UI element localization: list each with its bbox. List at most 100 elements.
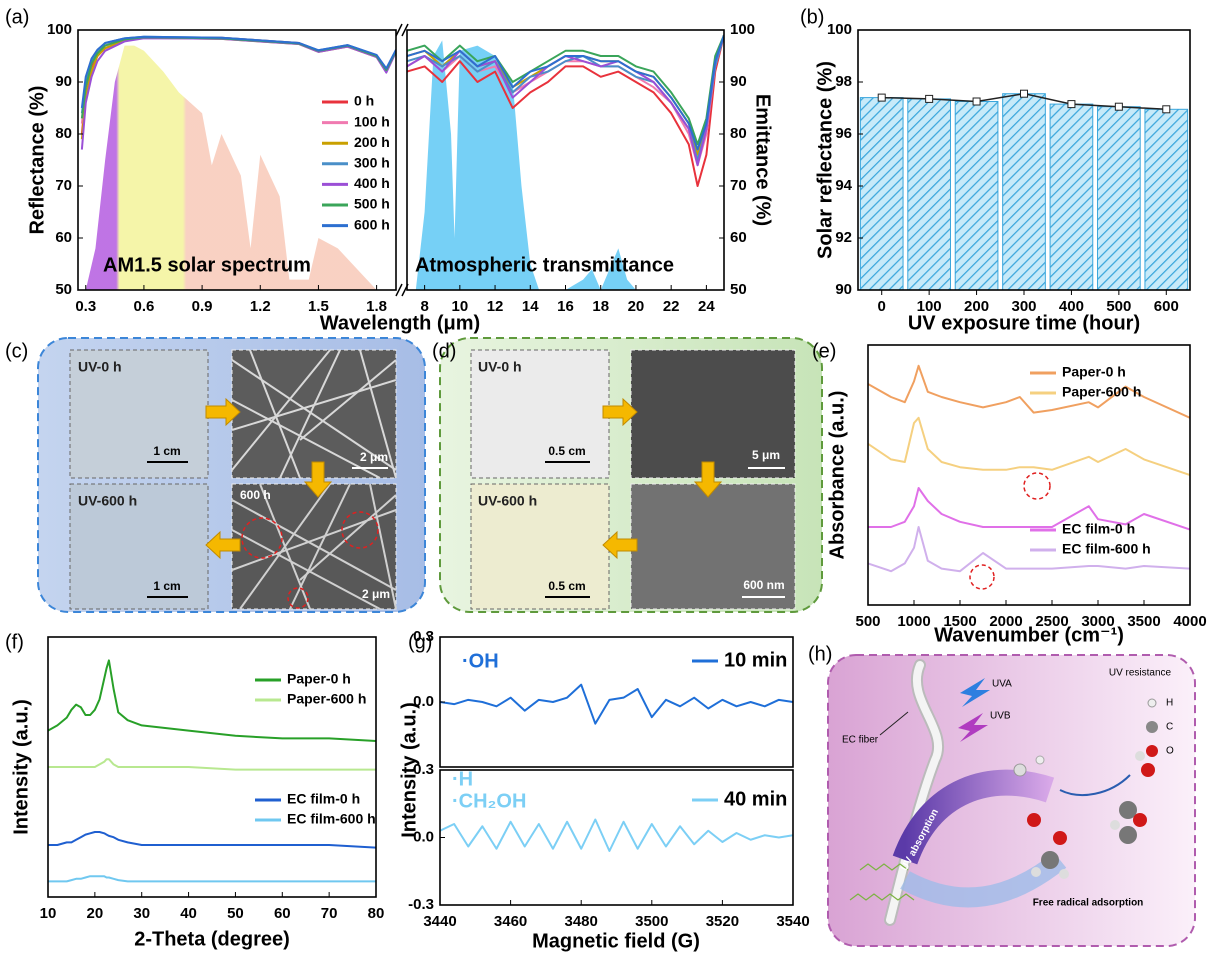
- chart: 40 min 3440 3460 3480 3500 3520 3540 0.3 0.0 -0.3…: [408, 761, 810, 952]
- annotation: Atmospheric transmittance: [415, 254, 674, 276]
- y-tick-label: 50: [55, 281, 72, 298]
- scale-label: 0.5 cm: [548, 444, 585, 458]
- x-tick-label: 400: [1059, 298, 1084, 315]
- legend-label: EC film-600 h: [1062, 541, 1151, 557]
- x-tick-label: 0.9: [192, 298, 213, 315]
- series-line: [80, 35, 396, 109]
- plot-frame: [47, 636, 377, 898]
- bar: [1049, 103, 1094, 291]
- x-tick-label: 10: [451, 298, 468, 315]
- uv-label: UVB: [990, 711, 1011, 722]
- adsorption-arrow: [900, 852, 1067, 908]
- y-tick-label: 90: [835, 281, 852, 298]
- fiber-label: EC fiber: [842, 735, 879, 746]
- x-axis-title: 2-Theta (degree): [134, 928, 290, 950]
- x-tick-label: 3460: [494, 913, 527, 930]
- x-tick-label: 10: [40, 905, 57, 922]
- x-tick-label: 500: [1106, 298, 1131, 315]
- x-tick-label: 70: [321, 905, 338, 922]
- marker: [925, 94, 934, 103]
- y-tick-label: 96: [835, 125, 852, 142]
- series-line: [868, 364, 1190, 419]
- legend-label: 40 min: [724, 788, 787, 810]
- fibers: [231, 483, 397, 610]
- x-tick-label: 0.3: [75, 298, 96, 315]
- sem-image: [630, 349, 796, 479]
- panel-label: (a): [5, 6, 29, 28]
- y-axis-title: Absorbance (a.u.): [826, 391, 848, 560]
- y-tick-label: 60: [730, 229, 747, 246]
- panel-label: (g): [408, 631, 432, 653]
- x-tick-label: 1.5: [308, 298, 329, 315]
- x-tick-label: 2500: [1035, 613, 1068, 630]
- x-axis-title: Wavelength (μm): [320, 312, 480, 334]
- bar: [954, 101, 999, 291]
- highlight-circle: [969, 564, 995, 590]
- series-line: [407, 34, 724, 151]
- y-tick-label: 0.3: [413, 628, 434, 645]
- series-line: [440, 818, 793, 852]
- y-tick-label: 0.0: [413, 693, 434, 710]
- uvb-bolt: [958, 713, 988, 742]
- x-tick-label: 600: [1154, 298, 1179, 315]
- x-tick-label: 50: [227, 905, 244, 922]
- panel-label: (f): [5, 631, 24, 653]
- legend-label: 10 min: [724, 649, 787, 671]
- y-axis-title: Solar reflectance (%): [814, 61, 836, 259]
- fibers: [231, 349, 397, 479]
- arrows: [205, 397, 333, 560]
- scale-label: 1 cm: [153, 444, 180, 458]
- series-line: [48, 875, 376, 883]
- atom-legend: O: [1166, 746, 1174, 757]
- x-tick-label: 300: [1011, 298, 1036, 315]
- x-tick-label: 30: [133, 905, 150, 922]
- x-tick-label: 3500: [1127, 613, 1160, 630]
- plots: 0 h 100 h 200 h 300 h 400 h 500 h 600 h 0.3 0.6 0…: [5, 6, 1207, 952]
- photo: [69, 349, 209, 479]
- x-tick-label: 3520: [706, 913, 739, 930]
- uv-arrow: [892, 769, 1055, 865]
- bar: [907, 98, 951, 291]
- bar: [1002, 93, 1046, 291]
- arrow: [1059, 774, 1131, 796]
- x-tick-label: 100: [917, 298, 942, 315]
- scale-label: 2 μm: [360, 450, 388, 464]
- y-tick-label: 80: [55, 125, 72, 142]
- annotation: ·OH: [462, 650, 499, 672]
- spectrum-area: [415, 40, 654, 290]
- legend-label: 0 h: [354, 93, 374, 109]
- uv-label: UVA: [992, 679, 1012, 690]
- x-tick-label: 24: [698, 298, 715, 315]
- spectrum-area: [85, 45, 396, 290]
- legend-label: EC film-0 h: [1062, 521, 1135, 537]
- y-tick-label: 90: [730, 73, 747, 90]
- y-tick-label: 70: [55, 177, 72, 194]
- panel-h: UV resistance UVA UVB EC fiber H C O UV …: [808, 643, 1196, 947]
- legend-label: Paper-600 h: [1062, 384, 1141, 400]
- x-tick-label: 14: [522, 298, 539, 315]
- chart: Paper-0 h Paper-600 h EC film-0 h EC film-6…: [5, 631, 384, 950]
- x-tick-label: 2000: [989, 613, 1022, 630]
- x-tick-label: 20: [87, 905, 104, 922]
- series-line: [868, 526, 1190, 573]
- y-axis-title: Emittance (%): [752, 94, 774, 226]
- x-axis-title: Magnetic field (G): [532, 930, 700, 952]
- panel-d: UV-0 h 0.5 cm 5 μm UV-600 h 0.5 cm 600 n…: [432, 337, 823, 613]
- legend-label: 300 h: [354, 155, 390, 171]
- x-tick-label: 1.2: [250, 298, 271, 315]
- legend-label: Paper-0 h: [1062, 364, 1126, 380]
- x-tick-label: 16: [557, 298, 574, 315]
- series-line: [48, 758, 376, 771]
- x-tick-label: 40: [180, 905, 197, 922]
- y-tick-label: 60: [55, 229, 72, 246]
- x-tick-label: 60: [274, 905, 291, 922]
- x-tick-label: 1500: [943, 613, 976, 630]
- marker: [1114, 102, 1123, 111]
- panel-frame: [827, 654, 1196, 947]
- x-axis-title: Wavenumber (cm⁻¹): [934, 624, 1124, 646]
- x-tick-label: 80: [368, 905, 385, 922]
- marker: [1162, 105, 1171, 114]
- sem-label: 600 h: [240, 488, 271, 502]
- x-tick-label: 1.8: [366, 298, 387, 315]
